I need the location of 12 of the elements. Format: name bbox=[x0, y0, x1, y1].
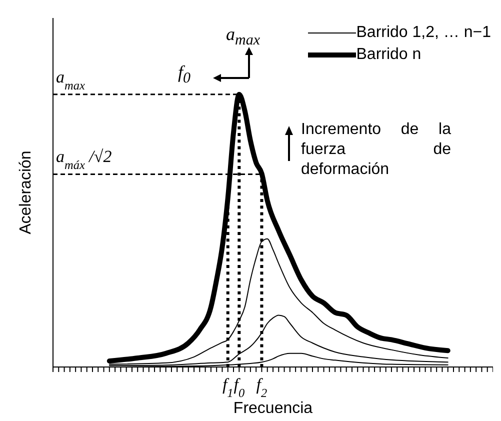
text: f$_{0}$ bbox=[178, 62, 191, 88]
ref-line-label: a$_{máx}$/√2 bbox=[56, 147, 112, 172]
y-axis-title: Aceleración bbox=[18, 150, 35, 234]
x-tick-label: f$_{0}$ bbox=[234, 375, 245, 400]
annotation: Incremento de la fuerza de deformación bbox=[301, 120, 451, 180]
legend-label: Barrido 1,2, … n−1 bbox=[356, 23, 491, 43]
x-tick-label: f$_{2}$ bbox=[256, 375, 268, 400]
ref-line-label: a$_{max}$ bbox=[56, 67, 86, 92]
text: a$_{max}$ bbox=[226, 24, 260, 50]
x-axis-title: Frecuencia bbox=[233, 400, 313, 417]
x-tick-label: f$_{1}$ bbox=[222, 375, 234, 400]
legend-label: Barrido n bbox=[356, 45, 422, 65]
